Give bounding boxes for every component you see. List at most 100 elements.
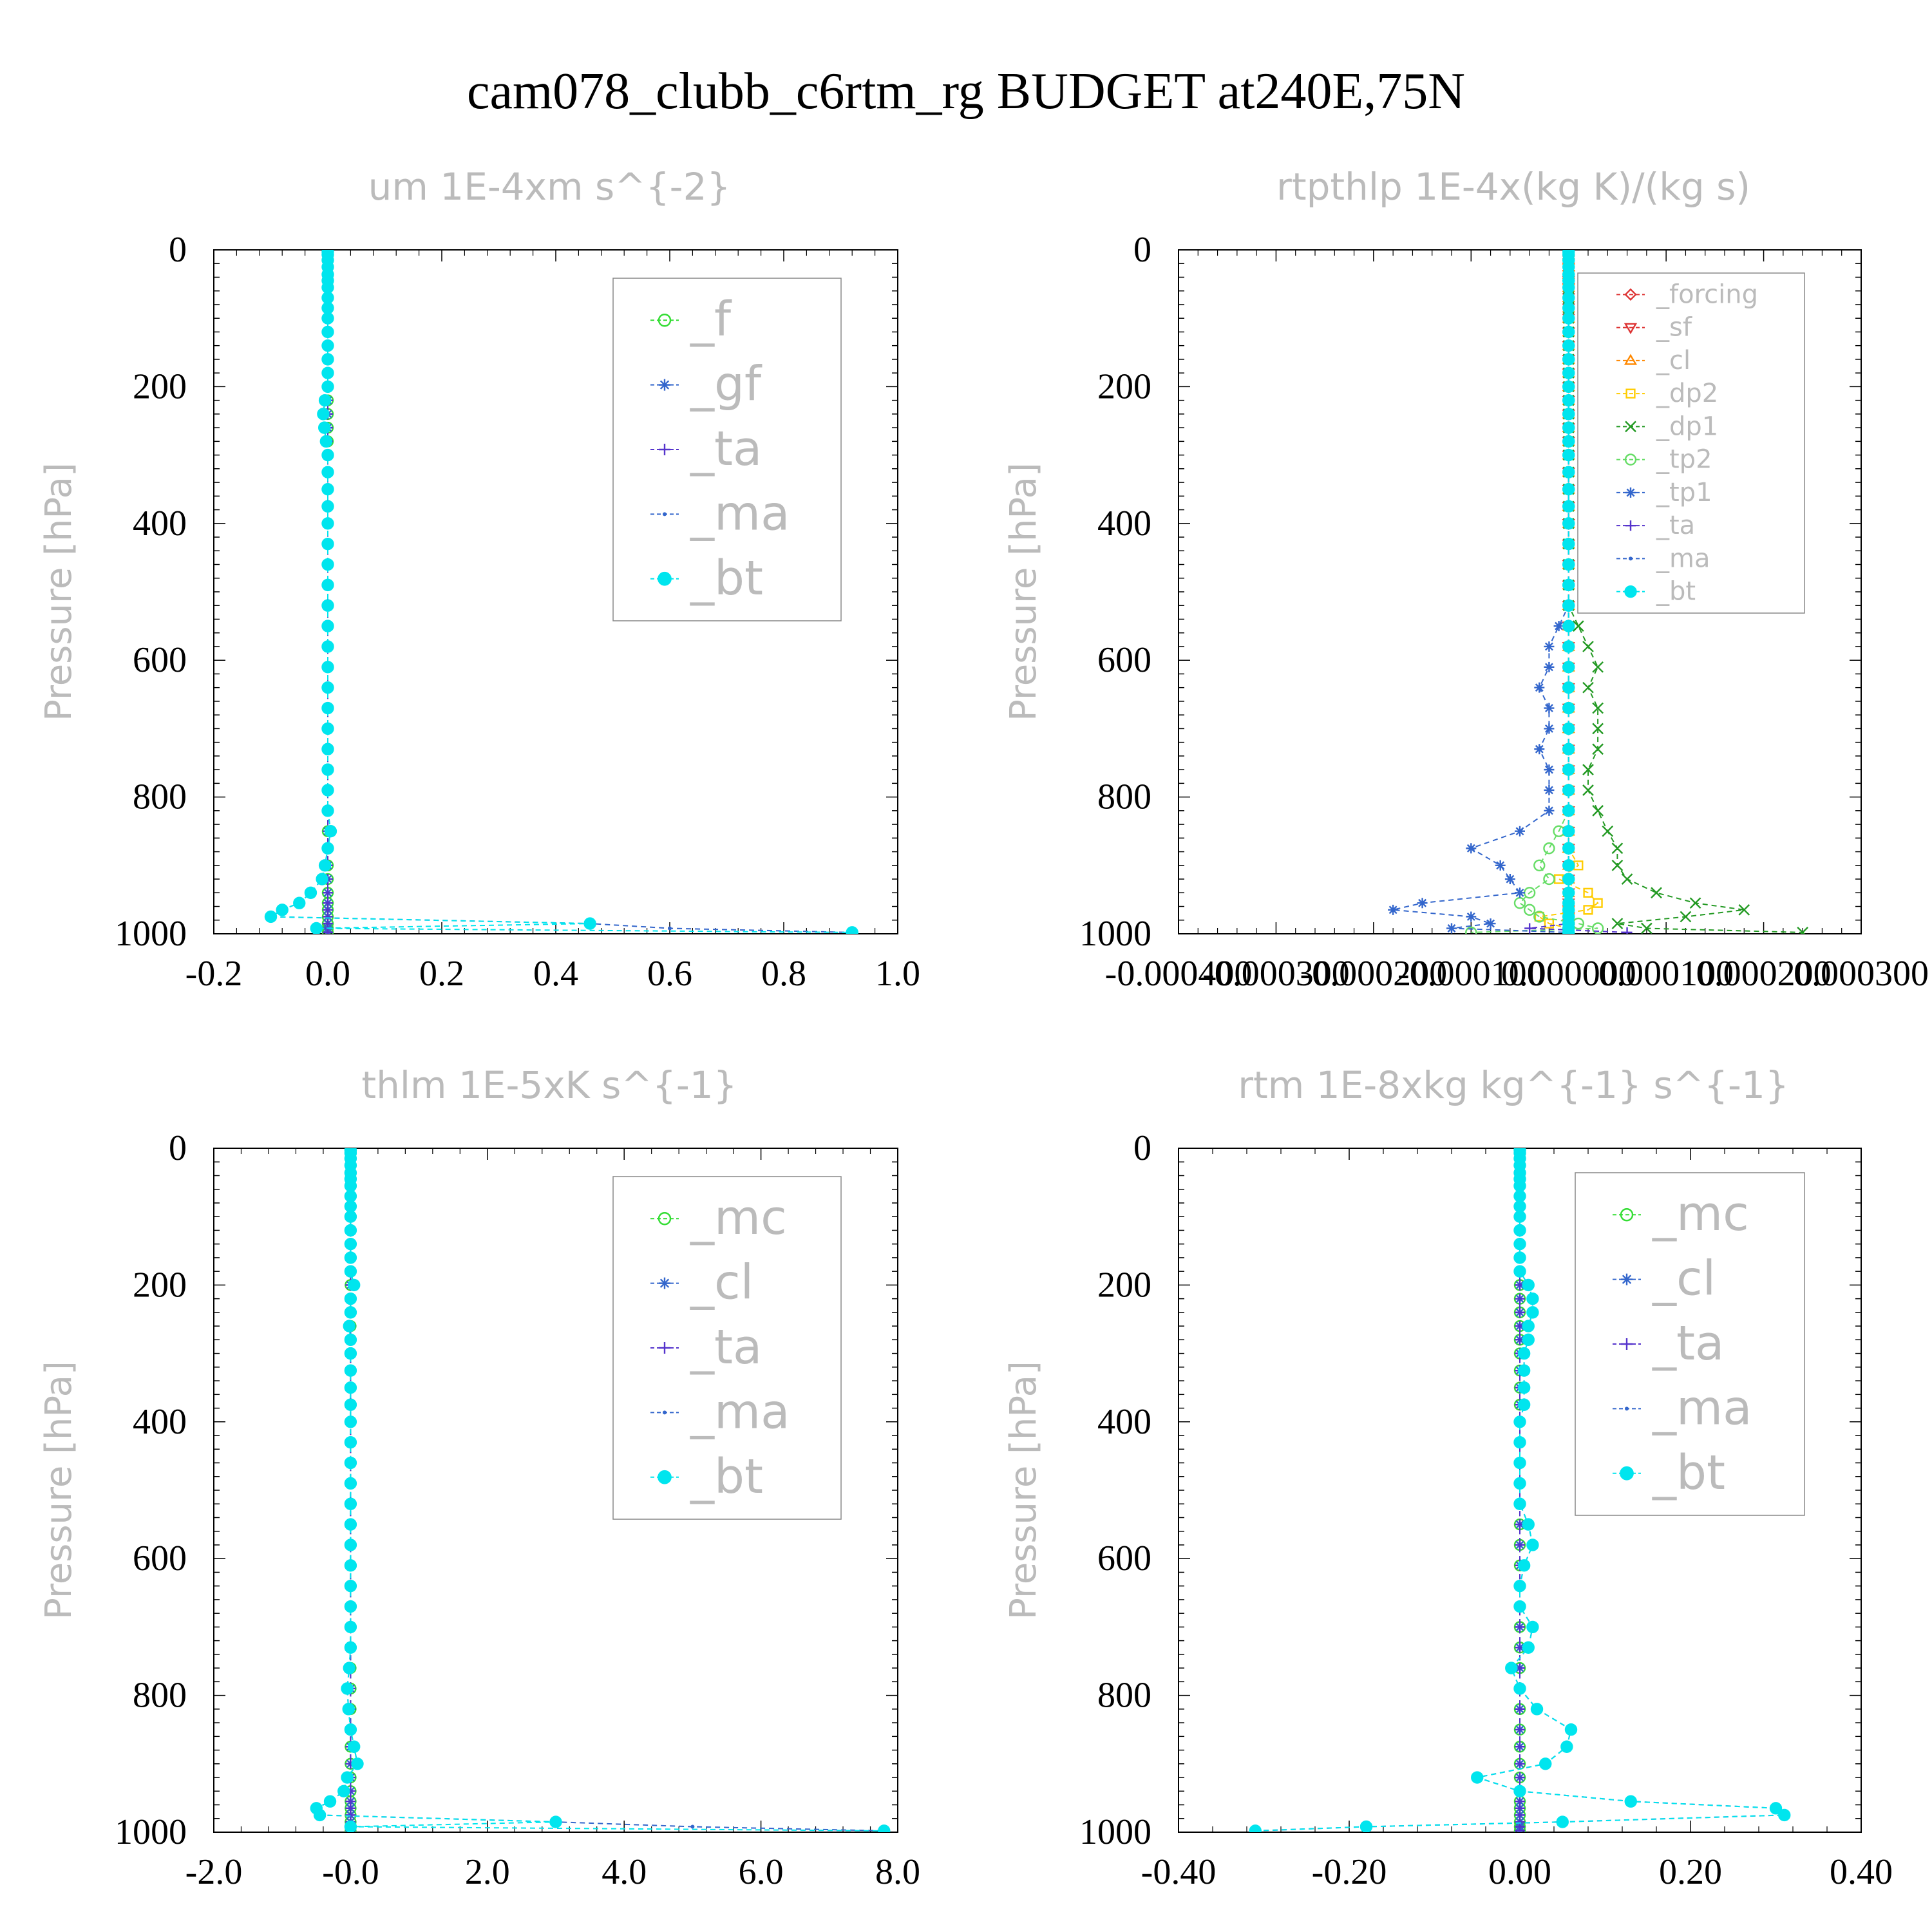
data-point xyxy=(1249,1824,1262,1832)
legend-marker xyxy=(1621,1273,1633,1285)
x-tick-label: 6.0 xyxy=(739,1852,784,1892)
data-point xyxy=(321,681,334,694)
figure-title: cam078_clubb_c6rtm_rg BUDGET at240E,75N xyxy=(467,63,1465,120)
data-point xyxy=(344,1398,357,1411)
y-tick-label: 800 xyxy=(1097,777,1151,817)
plot-area xyxy=(1388,250,1808,934)
data-point xyxy=(321,517,334,530)
x-tick-label: 1.0 xyxy=(875,954,920,994)
data-point xyxy=(344,1620,357,1634)
data-point xyxy=(321,466,334,478)
x-tick-label: 0.8 xyxy=(761,954,806,994)
data-point xyxy=(321,701,334,715)
series-bt xyxy=(1562,250,1575,934)
data-point xyxy=(344,1456,357,1470)
data-point xyxy=(1573,620,1584,632)
y-tick-label: 1000 xyxy=(115,1812,187,1852)
y-tick-label: 800 xyxy=(1097,1676,1151,1716)
data-point xyxy=(321,743,334,755)
data-point xyxy=(1515,1539,1525,1550)
legend-marker xyxy=(658,1212,672,1226)
data-point xyxy=(321,500,334,513)
data-point xyxy=(344,1265,357,1278)
legend-label: _forcing xyxy=(1656,279,1758,309)
data-point xyxy=(324,825,337,838)
data-point xyxy=(1513,1435,1526,1449)
data-point xyxy=(1388,904,1399,915)
data-point xyxy=(1562,640,1575,653)
series-tp1 xyxy=(1388,250,1574,934)
legend-marker xyxy=(659,444,670,455)
legend-label: _ta xyxy=(690,421,762,477)
data-point xyxy=(344,1306,357,1319)
data-point xyxy=(1592,702,1604,714)
data-point xyxy=(341,1771,354,1784)
panel-title: rtm 1E-8xkg kg^{-1} s^{-1} xyxy=(1238,1063,1789,1107)
x-tick-label: 0.4 xyxy=(533,954,578,994)
data-point xyxy=(1562,353,1575,366)
legend-marker xyxy=(1624,453,1637,466)
data-point xyxy=(1495,860,1506,871)
data-point xyxy=(1562,763,1575,776)
legend-marker xyxy=(1620,1466,1634,1481)
y-tick-label: 0 xyxy=(169,230,187,270)
data-point xyxy=(1515,1622,1525,1633)
data-point xyxy=(321,325,334,339)
y-tick-label: 0 xyxy=(1133,1128,1151,1168)
legend-box xyxy=(1577,272,1805,614)
data-point xyxy=(337,1785,350,1797)
data-point xyxy=(1526,1620,1539,1634)
data-point xyxy=(1562,517,1575,530)
data-point xyxy=(1544,661,1555,672)
data-point xyxy=(1504,874,1515,885)
data-point xyxy=(1513,1477,1526,1490)
data-point xyxy=(1544,764,1555,775)
y-tick-label: 400 xyxy=(133,1402,187,1442)
legend-label: _ma xyxy=(1652,1380,1752,1435)
x-tick-label: -0.000400 xyxy=(1105,954,1253,994)
data-point xyxy=(690,1824,695,1829)
data-point xyxy=(1562,926,1575,934)
series-bt xyxy=(310,1148,891,1832)
data-point xyxy=(1522,1333,1535,1347)
data-point xyxy=(1515,1825,1525,1832)
data-point xyxy=(1485,918,1496,929)
data-point xyxy=(1562,558,1575,571)
data-point xyxy=(1513,1265,1526,1278)
y-tick-label: 400 xyxy=(133,504,187,544)
data-point xyxy=(1513,1785,1526,1797)
data-point xyxy=(344,1559,357,1572)
data-point xyxy=(1562,435,1575,448)
data-point xyxy=(310,922,323,934)
y-tick-label: 200 xyxy=(1097,1265,1151,1305)
data-point xyxy=(1562,466,1575,478)
data-point xyxy=(321,353,334,366)
data-point xyxy=(1513,1456,1526,1470)
legend-marker xyxy=(1629,556,1633,561)
data-point xyxy=(1543,873,1555,886)
data-point xyxy=(1505,1662,1518,1674)
data-point xyxy=(344,1820,357,1832)
legend-marker xyxy=(1620,1208,1634,1222)
legend-label: _dp1 xyxy=(1656,412,1718,441)
x-tick-label: -0.000200 xyxy=(1300,954,1448,994)
data-point xyxy=(1517,1364,1531,1377)
data-point xyxy=(321,784,334,797)
y-tick-label: 400 xyxy=(1097,504,1151,544)
data-point xyxy=(1533,859,1546,872)
data-point xyxy=(846,926,858,934)
x-tick-label: -0.20 xyxy=(1312,1852,1387,1892)
data-point xyxy=(321,763,334,776)
data-point xyxy=(1621,873,1633,885)
data-point xyxy=(343,1320,355,1332)
data-point xyxy=(344,1364,357,1377)
legend-marker xyxy=(658,1470,672,1484)
legend-marker xyxy=(658,314,672,327)
legend-label: _mc xyxy=(690,1190,787,1245)
legend-label: _bt xyxy=(690,551,763,606)
data-point xyxy=(1543,842,1555,855)
data-point xyxy=(343,1662,355,1674)
plot-area xyxy=(310,1148,891,1832)
data-point xyxy=(344,1224,357,1237)
legend-marker xyxy=(1624,288,1637,301)
